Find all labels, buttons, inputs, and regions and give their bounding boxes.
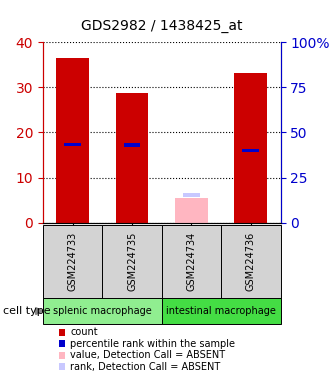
Text: GSM224735: GSM224735	[127, 232, 137, 291]
Bar	[175, 198, 208, 223]
Bar	[124, 143, 140, 147]
Text: cell type: cell type	[3, 306, 51, 316]
Bar	[64, 143, 81, 146]
Bar	[243, 149, 259, 152]
Text: GDS2982 / 1438425_at: GDS2982 / 1438425_at	[81, 19, 243, 33]
Text: GSM224736: GSM224736	[246, 232, 256, 291]
Text: intestinal macrophage: intestinal macrophage	[166, 306, 276, 316]
Text: count: count	[70, 327, 98, 337]
Text: GSM224733: GSM224733	[68, 232, 78, 291]
Text: percentile rank within the sample: percentile rank within the sample	[70, 339, 235, 349]
Bar	[115, 93, 148, 223]
Bar	[183, 193, 200, 197]
Text: value, Detection Call = ABSENT: value, Detection Call = ABSENT	[70, 350, 225, 360]
Text: GSM224734: GSM224734	[186, 232, 196, 291]
Text: splenic macrophage: splenic macrophage	[53, 306, 152, 316]
Bar	[56, 58, 89, 223]
Bar	[234, 73, 267, 223]
Text: rank, Detection Call = ABSENT: rank, Detection Call = ABSENT	[70, 362, 220, 372]
